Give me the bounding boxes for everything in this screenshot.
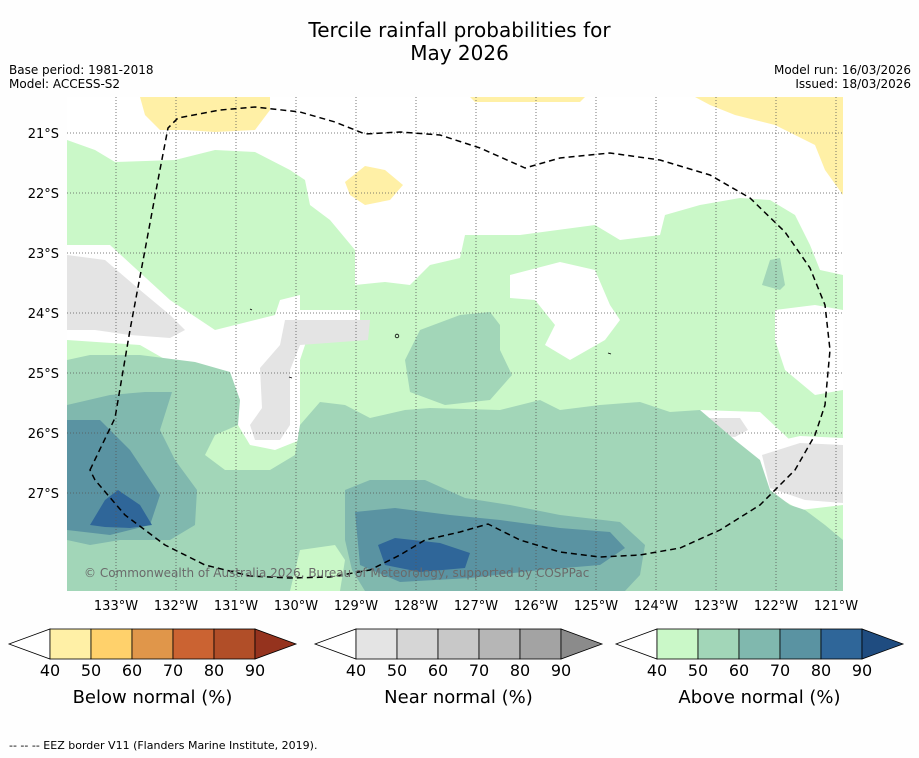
lon-label: 126°W bbox=[514, 599, 558, 614]
eez-border bbox=[89, 106, 831, 579]
lon-label: 131°W bbox=[214, 599, 258, 614]
colorbar-tick: 60 bbox=[428, 661, 448, 680]
gridlines bbox=[67, 97, 843, 591]
lon-label: 133°W bbox=[94, 599, 138, 614]
colorbar-tick: 50 bbox=[688, 661, 708, 680]
colorbar-label: Above normal (%) bbox=[678, 687, 840, 708]
colorbar-segment bbox=[131, 628, 174, 660]
lat-label: 23°S bbox=[28, 247, 59, 262]
colorbar-tick: 70 bbox=[163, 661, 183, 680]
above-normal-50-region-1 bbox=[67, 355, 843, 591]
colorbar-tick: 80 bbox=[204, 661, 224, 680]
above-normal-80-region-2 bbox=[378, 538, 470, 572]
colorbar-segment bbox=[820, 628, 863, 660]
above-normal-80-region-1 bbox=[90, 490, 152, 528]
colorbar-segment bbox=[213, 628, 256, 660]
lon-label: 125°W bbox=[574, 599, 618, 614]
copyright-notice: © Commonwealth of Australia 2026, Bureau… bbox=[84, 566, 589, 580]
colorbar-under-triangle bbox=[7, 628, 51, 660]
colorbar-segment bbox=[437, 628, 480, 660]
lat-label: 21°S bbox=[28, 127, 59, 142]
colorbar-tick: 90 bbox=[551, 661, 571, 680]
colorbar-segment bbox=[478, 628, 521, 660]
title-line-2: May 2026 bbox=[410, 41, 509, 65]
above-normal-40-patch bbox=[290, 545, 345, 591]
colorbar-segment bbox=[656, 628, 699, 660]
model-run: Model run: 16/03/2026 bbox=[773, 63, 911, 77]
lon-label: 130°W bbox=[274, 599, 318, 614]
colorbar-segment bbox=[90, 628, 133, 660]
colorbar-over-triangle bbox=[861, 628, 905, 660]
colorbar-tick: 40 bbox=[647, 661, 667, 680]
below-normal-region-1 bbox=[140, 97, 270, 132]
lon-label: 121°W bbox=[814, 599, 858, 614]
lat-label: 26°S bbox=[28, 427, 59, 442]
colorbar-segment bbox=[49, 628, 92, 660]
lat-label: 22°S bbox=[28, 187, 59, 202]
lat-label: 24°S bbox=[28, 307, 59, 322]
near-normal-region-3 bbox=[762, 443, 843, 503]
colorbar-3: 40 50 60 70 80 90 Above normal (%) bbox=[614, 628, 905, 708]
base-period: Base period: 1981-2018 bbox=[9, 63, 154, 77]
lon-label: 123°W bbox=[694, 599, 738, 614]
below-normal-region-4 bbox=[695, 97, 843, 195]
latitude-labels: 21°S 22°S 23°S 24°S 25°S 26°S 27°S bbox=[28, 127, 59, 502]
colorbar-label: Below normal (%) bbox=[73, 687, 233, 708]
longitude-labels: 133°W 132°W 131°W 130°W 129°W 128°W 127°W 126°W… bbox=[94, 599, 858, 614]
below-normal-region-3 bbox=[470, 97, 585, 102]
above-normal-50-region-2 bbox=[405, 312, 512, 405]
colorbar-label: Near normal (%) bbox=[384, 687, 533, 708]
colorbar-tick: 50 bbox=[81, 661, 101, 680]
lon-label: 128°W bbox=[394, 599, 438, 614]
colorbars: 40 50 60 70 80 90 Below normal (%) 40 50 60 70 80 90… bbox=[7, 628, 905, 708]
eez-legend-note: -- -- -- EEZ border V11 (Flanders Marine… bbox=[9, 739, 318, 752]
near-normal-region-2 bbox=[250, 320, 370, 440]
lon-label: 127°W bbox=[454, 599, 498, 614]
below-normal-region-2 bbox=[345, 166, 403, 205]
colorbar-under-triangle bbox=[614, 628, 658, 660]
near-normal-region-1 bbox=[67, 255, 185, 338]
lon-label: 122°W bbox=[754, 599, 798, 614]
map-title: Tercile rainfall probabilities for May 2… bbox=[0, 19, 919, 65]
colorbar-tick: 70 bbox=[770, 661, 790, 680]
colorbar-tick: 80 bbox=[811, 661, 831, 680]
colorbar-tick: 70 bbox=[469, 661, 489, 680]
colorbar-tick: 90 bbox=[852, 661, 872, 680]
colorbar-segment bbox=[697, 628, 740, 660]
colorbar-segment bbox=[396, 628, 439, 660]
model-info: Base period: 1981-2018 Model: ACCESS-S2 bbox=[9, 63, 154, 91]
issued-date: Issued: 18/03/2026 bbox=[795, 77, 911, 91]
colorbar-2: 40 50 60 70 80 90 Near normal (%) bbox=[313, 628, 604, 708]
colorbar-tick: 60 bbox=[122, 661, 142, 680]
colorbar-tick: 90 bbox=[245, 661, 265, 680]
colorbar-1: 40 50 60 70 80 90 Below normal (%) bbox=[7, 628, 298, 708]
island-markers bbox=[249, 308, 612, 379]
above-normal-50-region-3 bbox=[762, 258, 785, 290]
lat-label: 25°S bbox=[28, 367, 59, 382]
colorbar-tick: 80 bbox=[510, 661, 530, 680]
colorbar-segment bbox=[519, 628, 562, 660]
colorbar-segment bbox=[779, 628, 822, 660]
colorbar-tick: 40 bbox=[346, 661, 366, 680]
colorbar-over-triangle bbox=[254, 628, 298, 660]
lon-label: 124°W bbox=[634, 599, 678, 614]
colorbar-segment bbox=[355, 628, 398, 660]
colorbar-segment bbox=[738, 628, 781, 660]
title-line-1: Tercile rainfall probabilities for bbox=[308, 18, 611, 42]
colorbar-tick: 40 bbox=[40, 661, 60, 680]
colorbar-over-triangle bbox=[560, 628, 604, 660]
run-info: Model run: 16/03/2026 Issued: 18/03/2026 bbox=[774, 63, 911, 91]
colorbar-tick: 60 bbox=[729, 661, 749, 680]
lon-label: 132°W bbox=[154, 599, 198, 614]
lon-label: 129°W bbox=[334, 599, 378, 614]
no-signal-gap-3 bbox=[775, 305, 843, 395]
colorbar-tick: 50 bbox=[387, 661, 407, 680]
model-name: Model: ACCESS-S2 bbox=[9, 77, 121, 91]
lat-label: 27°S bbox=[28, 487, 59, 502]
colorbar-under-triangle bbox=[313, 628, 357, 660]
map-plot-area: © Commonwealth of Australia 2026, Bureau… bbox=[67, 97, 843, 591]
colorbar-segment bbox=[172, 628, 215, 660]
no-signal-gap-2 bbox=[510, 262, 620, 360]
